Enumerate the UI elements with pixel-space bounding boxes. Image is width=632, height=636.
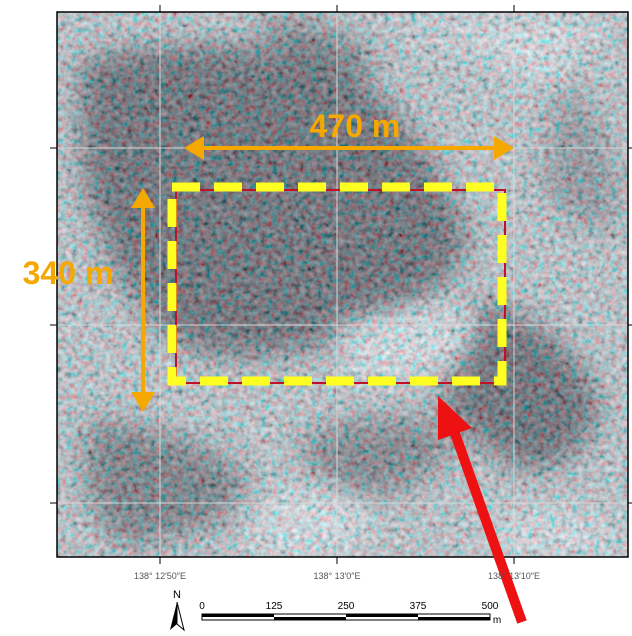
height-label: 340 m bbox=[23, 255, 114, 291]
north-arrow: N bbox=[170, 589, 184, 630]
scale-label: 500 bbox=[482, 601, 499, 612]
scale-bar: 0 125 250 375 500 m bbox=[199, 601, 501, 626]
scale-label: 375 bbox=[410, 601, 427, 612]
grid-label: 138° 12′50″E bbox=[134, 571, 186, 581]
scale-label: 125 bbox=[266, 601, 283, 612]
scale-label: 250 bbox=[338, 601, 355, 612]
north-label: N bbox=[173, 589, 181, 601]
grid-label: 138° 13′0″E bbox=[313, 571, 360, 581]
width-label: 470 m bbox=[310, 108, 401, 144]
scale-label: 0 bbox=[199, 601, 205, 612]
scale-unit: m bbox=[493, 615, 501, 626]
map-figure: 470 m 340 m 138° 12′50″E 138° 13′0″E 138… bbox=[0, 0, 632, 636]
grid-label: 138° 13′10″E bbox=[488, 571, 540, 581]
